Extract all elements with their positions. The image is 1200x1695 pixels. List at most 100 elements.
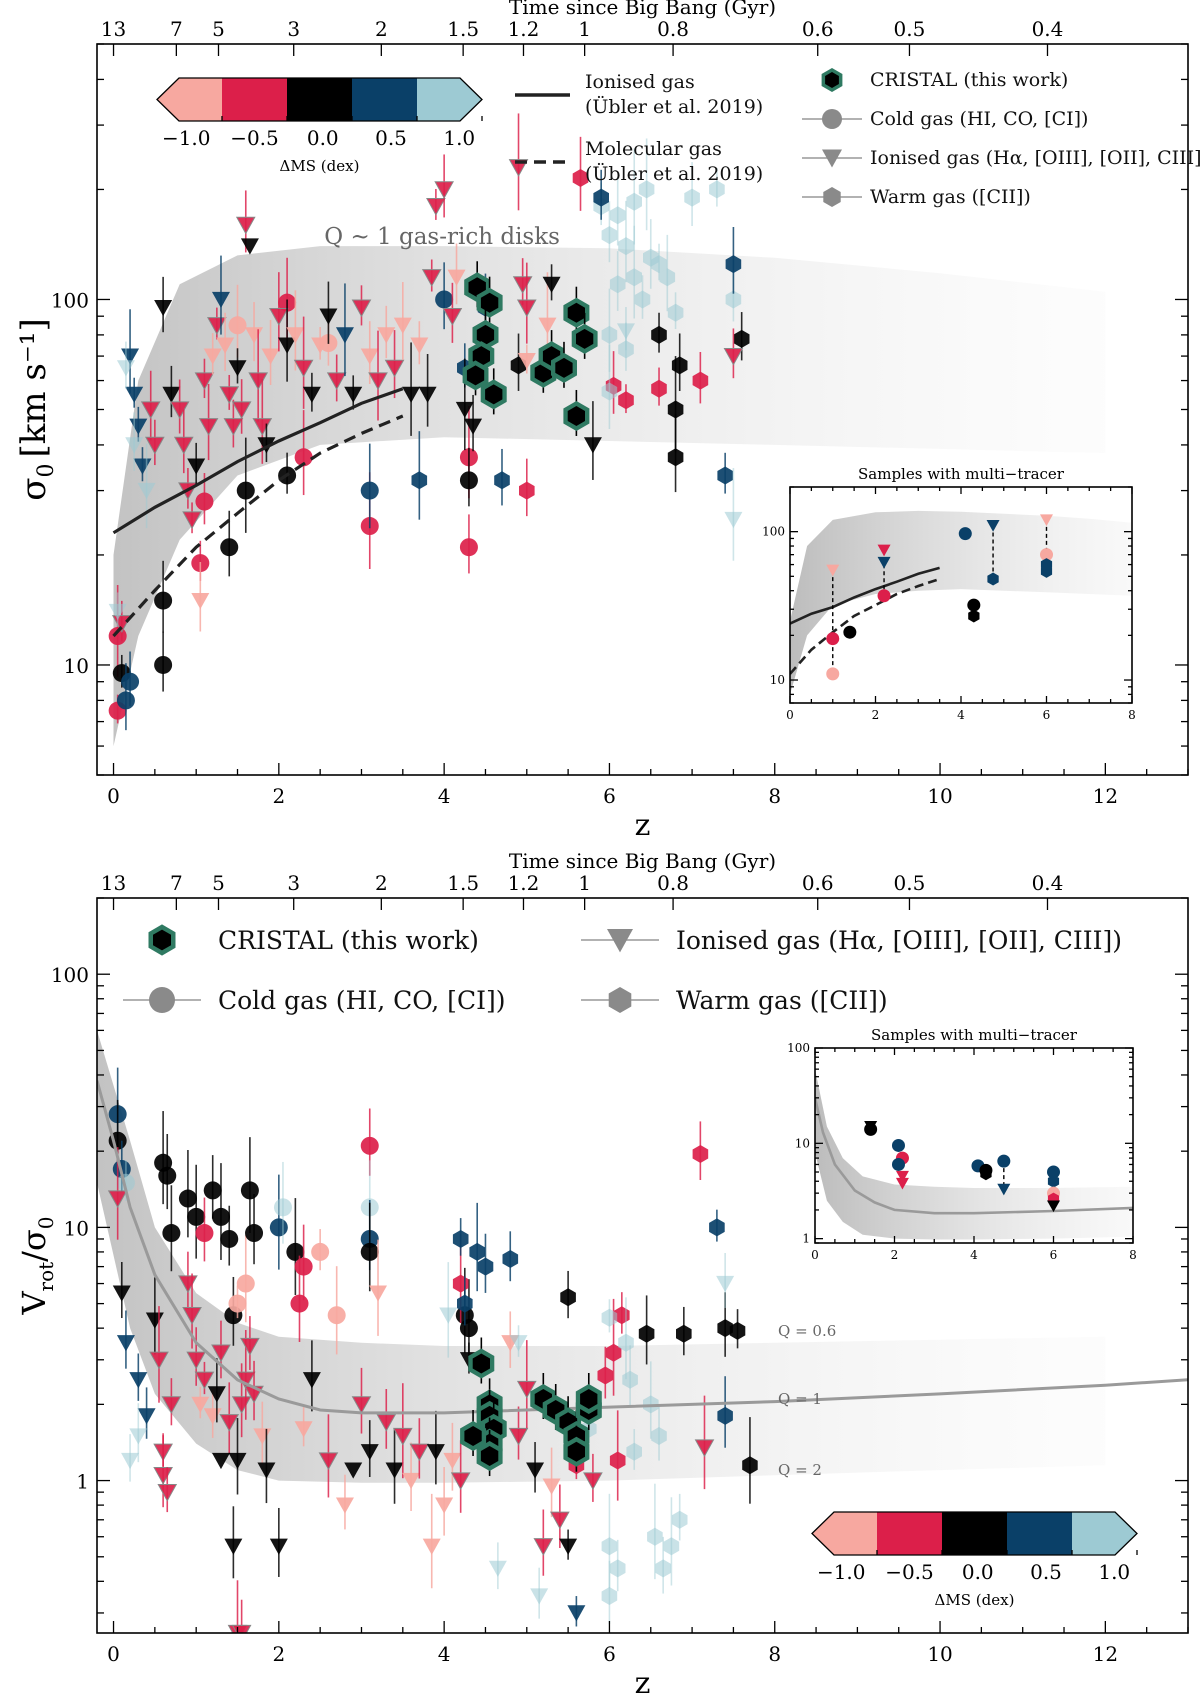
- warm-gas-point: [560, 1288, 576, 1307]
- x-axis-label: z: [635, 1666, 651, 1695]
- warm-gas-point: [618, 237, 634, 256]
- inset-ionised-gas-point: [986, 519, 1000, 532]
- warm-gas-point: [502, 1250, 519, 1268]
- ionised-gas-point: [286, 327, 305, 344]
- ionised-gas-point: [426, 198, 446, 216]
- ionised-gas-point: [344, 1462, 363, 1479]
- cold-gas-point: [154, 591, 173, 610]
- inset-warm-gas-point: [1047, 1174, 1060, 1188]
- inset-warm-gas-point: [1040, 564, 1053, 578]
- cold-gas-point: [187, 1207, 206, 1226]
- inset-ionised-gas-point: [826, 564, 840, 577]
- ionised-gas-point: [542, 1478, 561, 1495]
- ionised-gas-point: [377, 327, 396, 344]
- inset-x-tick-label: 0: [786, 708, 794, 722]
- cold-gas-point: [311, 1242, 330, 1261]
- inset-plot: [790, 510, 1132, 695]
- ionised-gas-point: [360, 348, 379, 365]
- ionised-gas-point: [302, 1372, 321, 1389]
- inset-title: Samples with multi−tracer: [858, 465, 1065, 483]
- legend-molecular-name: Molecular gas: [585, 138, 722, 160]
- colorbar-frame: [156, 77, 483, 122]
- warm-gas-point: [572, 169, 589, 187]
- inset-ionised-curve: [790, 566, 940, 625]
- warm-gas-point: [622, 1370, 638, 1389]
- ionised-gas-point: [107, 1190, 128, 1209]
- ionised-gas-point: [187, 458, 206, 475]
- warm-gas-point: [667, 448, 684, 467]
- warm-gas-point: [614, 1306, 630, 1325]
- warm-gas-point: [651, 255, 667, 274]
- cold-gas-point: [290, 1294, 309, 1313]
- top-tick-label: 0.6: [802, 17, 834, 41]
- inset-cold-gas-point: [1047, 1165, 1060, 1179]
- cristal-point: [468, 277, 486, 298]
- legend-cristal-icon-inner: [825, 72, 839, 88]
- legend-triangle-icon: [822, 149, 842, 168]
- top-tick-label: 3: [287, 871, 300, 895]
- x-tick-label: 10: [927, 784, 952, 808]
- warm-gas-point: [663, 1537, 680, 1556]
- top-axis: 13 7 5 3 2 1.5 1.2 1 0.8 0.6 0.5 0.4 Time since Big …: [101, 849, 1063, 910]
- ionised-gas-point: [121, 1452, 140, 1470]
- ionised-gas-point: [694, 1439, 715, 1458]
- top-tick-label: 5: [212, 871, 225, 895]
- ionised-gas-point: [129, 1428, 148, 1445]
- colorbar-seg-1: [812, 1512, 877, 1555]
- inset-x-tick-label: 8: [1129, 1248, 1137, 1262]
- ionised-gas-point: [508, 1427, 529, 1446]
- cold-gas-point: [360, 1242, 379, 1261]
- ionised-gas-point: [219, 386, 240, 404]
- ionised-gas-point: [443, 1452, 462, 1470]
- ionised-gas-point: [402, 1472, 421, 1490]
- y-tick-label: 100: [51, 288, 89, 312]
- ionised-gas-point: [549, 1511, 570, 1530]
- ionised-gas-point: [125, 437, 144, 454]
- ionised-gas-point: [311, 337, 330, 354]
- colorbar-frame: [811, 1511, 1138, 1556]
- colorbar-seg-3: [287, 78, 352, 121]
- x-tick-label: 0: [107, 1642, 120, 1666]
- cold-gas-point: [236, 1274, 255, 1293]
- top-tick-label: 2: [375, 871, 388, 895]
- legend-cristal-icon-inner: [153, 929, 171, 951]
- warm-gas-point: [469, 1242, 485, 1261]
- x-tick-label: 8: [768, 1642, 781, 1666]
- ionised-gas-point: [392, 1427, 413, 1446]
- ionised-gas-point: [516, 1380, 537, 1399]
- ionised-gas-point: [198, 418, 219, 436]
- cold-gas-point: [435, 290, 454, 309]
- ionised-gas-point: [269, 1538, 288, 1555]
- cold-gas-point: [269, 1218, 288, 1237]
- inset-cold-gas-point: [967, 598, 981, 612]
- q-label: Q = 1: [778, 1390, 822, 1408]
- cold-gas-point: [116, 691, 135, 710]
- legend-marker-label: Warm gas ([CII]): [676, 986, 888, 1015]
- ionised-gas-point: [385, 1462, 404, 1479]
- ionised-gas-point: [450, 1472, 471, 1491]
- inset-ionised-gas-point: [895, 1170, 909, 1183]
- ionised-gas-point: [409, 1443, 430, 1462]
- ionised-gas-point: [318, 1452, 339, 1471]
- top-tick-label: 5: [212, 17, 225, 41]
- ionised-gas-point: [140, 401, 161, 420]
- inset-ionised-gas-point: [895, 1177, 909, 1190]
- colorbar-seg-5: [417, 78, 482, 121]
- inset-ionised-gas-point: [997, 1183, 1011, 1196]
- inset-cold-gas-point: [864, 1122, 878, 1136]
- colorbar-label: ΔMS (dex): [280, 157, 360, 175]
- top-tick-label: 0.4: [1032, 17, 1064, 41]
- inset-x-tick-label: 6: [1043, 708, 1051, 722]
- ionised-gas-point: [319, 308, 338, 325]
- colorbar-seg-5: [1072, 1512, 1137, 1555]
- top-tick-label: 1: [578, 17, 591, 41]
- warm-gas-point: [626, 192, 642, 211]
- inset-ionised-gas-point: [877, 544, 891, 557]
- warm-gas-point: [638, 1324, 655, 1343]
- top-tick-label: 7: [170, 17, 183, 41]
- ionised-gas-point: [203, 348, 222, 365]
- ionised-gas-point: [219, 1414, 240, 1432]
- inset-curve: [815, 1097, 1133, 1215]
- plot-area: [108, 113, 1106, 747]
